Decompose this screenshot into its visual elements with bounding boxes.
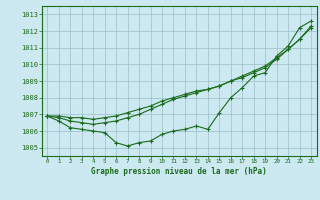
X-axis label: Graphe pression niveau de la mer (hPa): Graphe pression niveau de la mer (hPa) [91, 167, 267, 176]
